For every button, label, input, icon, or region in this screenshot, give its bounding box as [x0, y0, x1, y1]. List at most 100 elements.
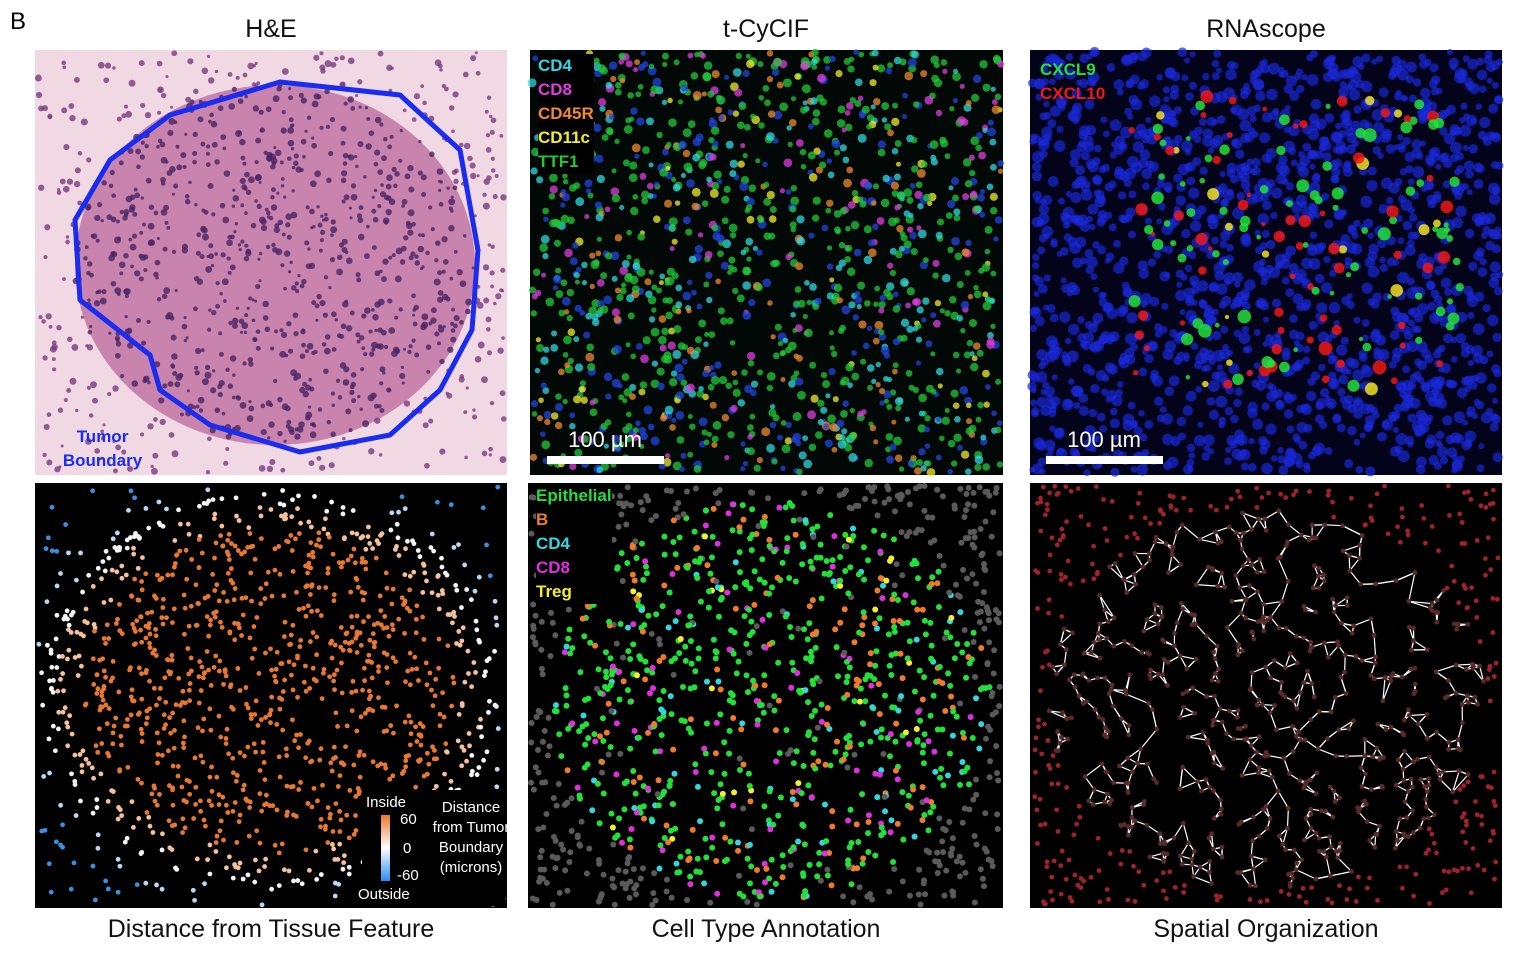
texture — [745, 237, 754, 246]
texture — [1367, 251, 1378, 262]
texture — [995, 378, 1002, 385]
texture — [857, 133, 867, 143]
texture — [329, 257, 336, 263]
texture — [824, 439, 833, 448]
texture — [1357, 63, 1365, 71]
texture — [629, 393, 636, 401]
texture — [395, 535, 401, 541]
texture — [687, 451, 694, 458]
texture — [1247, 463, 1257, 472]
texture — [528, 286, 536, 294]
texture — [355, 332, 361, 338]
texture — [383, 194, 390, 201]
texture — [1295, 460, 1304, 469]
texture — [280, 488, 286, 493]
texture — [399, 259, 406, 265]
texture — [295, 694, 300, 700]
texture — [129, 194, 136, 201]
texture — [1261, 356, 1274, 369]
texture — [156, 60, 163, 67]
texture — [584, 179, 593, 188]
texture — [363, 566, 369, 572]
texture — [1271, 298, 1282, 308]
texture — [1139, 433, 1148, 442]
texture — [984, 225, 993, 234]
texture — [1228, 363, 1240, 375]
texture — [779, 350, 786, 357]
texture — [1114, 166, 1124, 176]
texture — [456, 712, 462, 717]
texture — [203, 823, 208, 829]
texture — [748, 298, 756, 307]
texture — [766, 132, 775, 141]
texture — [694, 244, 703, 254]
texture — [43, 423, 50, 430]
texture — [276, 883, 282, 888]
texture — [165, 572, 171, 578]
texture — [86, 760, 92, 766]
texture — [671, 272, 679, 280]
texture — [1452, 257, 1461, 266]
texture — [1083, 469, 1091, 477]
texture — [330, 551, 336, 557]
texture — [43, 254, 48, 260]
texture — [1338, 129, 1347, 139]
texture — [177, 521, 183, 527]
texture — [273, 226, 281, 234]
texture — [720, 317, 728, 325]
texture — [160, 596, 166, 602]
texture — [990, 86, 996, 92]
texture — [219, 523, 225, 529]
texture — [1351, 232, 1359, 239]
texture — [365, 534, 371, 540]
texture — [436, 341, 441, 346]
texture — [125, 110, 133, 118]
texture — [543, 216, 549, 222]
texture — [692, 153, 701, 162]
texture — [328, 285, 332, 290]
texture — [1097, 209, 1107, 219]
texture — [249, 598, 254, 604]
texture — [211, 610, 217, 616]
texture — [385, 680, 390, 686]
texture — [132, 211, 138, 217]
texture — [194, 856, 200, 862]
texture — [1465, 228, 1475, 239]
texture — [164, 220, 169, 225]
texture — [192, 897, 197, 903]
texture — [1424, 354, 1434, 364]
texture — [1324, 447, 1333, 455]
texture — [349, 216, 353, 220]
texture — [213, 653, 219, 659]
texture — [1463, 160, 1475, 171]
texture — [631, 285, 640, 294]
texture — [1040, 198, 1047, 205]
texture — [1404, 164, 1414, 174]
texture — [703, 341, 709, 347]
texture — [307, 405, 312, 409]
texture — [196, 537, 202, 542]
texture — [402, 572, 408, 578]
texture — [587, 362, 596, 372]
texture — [702, 393, 709, 401]
texture — [366, 224, 370, 229]
texture — [243, 186, 248, 191]
texture — [430, 703, 436, 709]
texture — [956, 315, 964, 322]
texture — [201, 675, 206, 681]
texture — [235, 666, 241, 671]
texture — [368, 448, 375, 455]
texture — [1377, 152, 1384, 159]
texture — [116, 689, 122, 695]
texture — [342, 152, 349, 159]
texture — [903, 210, 911, 217]
texture — [635, 420, 641, 427]
texture — [1102, 130, 1110, 138]
texture — [124, 545, 130, 551]
texture — [667, 341, 676, 350]
texture — [53, 636, 59, 642]
texture — [540, 234, 550, 244]
texture — [951, 177, 960, 186]
texture — [339, 334, 345, 340]
texture — [1429, 146, 1441, 158]
